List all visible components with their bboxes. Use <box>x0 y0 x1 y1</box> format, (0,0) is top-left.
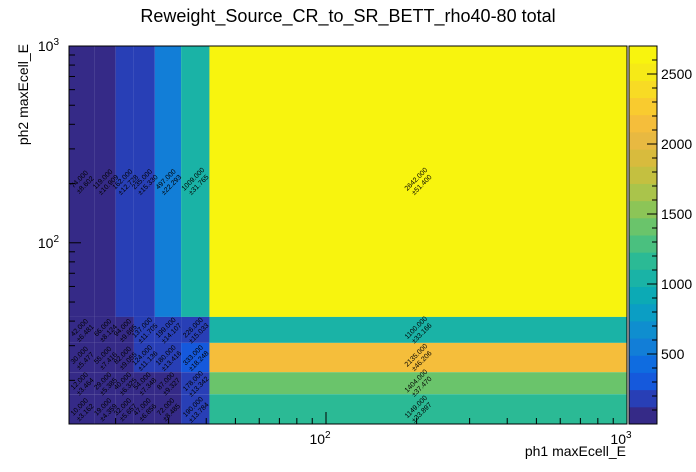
heatmap-cell <box>154 342 182 373</box>
colorbar-segment <box>629 269 657 288</box>
heatmap-cell <box>154 394 182 424</box>
heatmap-cell <box>154 372 182 395</box>
heatmap-cell <box>133 46 155 317</box>
heatmap-cells <box>69 46 627 424</box>
heatmap-cell <box>181 342 210 373</box>
colorbar-segment <box>629 149 657 167</box>
colorbar-segment <box>629 183 657 202</box>
colorbar-segment <box>629 338 657 356</box>
colorbar-segment <box>629 200 657 219</box>
heatmap-cell <box>181 372 210 395</box>
colorbar-segment <box>629 217 657 236</box>
colorbar-tick-label: 1000 <box>661 276 692 292</box>
heatmap-cell <box>209 316 627 343</box>
x-axis-label: ph1 maxEcell_E <box>525 443 626 459</box>
colorbar-segment <box>629 46 657 64</box>
colorbar-segment <box>629 131 657 150</box>
heatmap-cell <box>209 342 627 373</box>
plot-frame <box>68 45 628 425</box>
heatmap-cell <box>69 394 95 424</box>
colorbar-segment <box>629 97 657 116</box>
heatmap-cell <box>209 372 627 395</box>
heatmap-cell <box>115 342 134 373</box>
colorbar: 500 1000 1500 2000 2500 <box>628 45 692 425</box>
colorbar-segment <box>629 114 657 133</box>
heatmap-cell <box>181 46 210 317</box>
y-axis-label: ph2 maxEcell_E <box>15 44 31 145</box>
heatmap-cell <box>69 46 95 317</box>
colorbar-segment <box>629 286 657 305</box>
heatmap-cell <box>133 342 155 373</box>
heatmap-cell <box>94 372 116 395</box>
heatmap-cell <box>133 394 155 424</box>
colorbar-segment <box>629 355 657 373</box>
colorbar-segment <box>629 80 657 99</box>
heatmap-cell <box>181 394 210 424</box>
heatmap-cell <box>154 46 182 317</box>
colorbar-segment <box>629 252 657 270</box>
heatmap-cell <box>69 372 95 395</box>
colorbar-segment <box>629 235 657 253</box>
heatmap-cell <box>115 46 134 317</box>
heatmap-cell <box>154 316 182 343</box>
heatmap-cell <box>115 394 134 424</box>
heatmap-cell <box>115 316 134 343</box>
colorbar-segment <box>629 372 657 391</box>
colorbar-tick-label: 2500 <box>661 66 692 82</box>
heatmap-cell <box>94 342 116 373</box>
heatmap-cell <box>209 46 627 317</box>
heatmap-cell <box>94 394 116 424</box>
x-tick-label: 102 <box>309 430 331 447</box>
colorbar-segment <box>629 320 657 339</box>
heatmap-cell <box>94 46 116 317</box>
chart-title: Reweight_Source_CR_to_SR_BETT_rho40-80 t… <box>140 6 556 26</box>
y-tick-label: 103 <box>38 37 60 54</box>
colorbar-frame <box>628 45 658 425</box>
heatmap-cell <box>115 372 134 395</box>
colorbar-segment <box>629 406 657 425</box>
colorbar-tick-label: 500 <box>661 346 685 362</box>
colorbar-segment <box>629 166 657 184</box>
heatmap-cell <box>133 316 155 343</box>
y-tick-label: 102 <box>38 234 60 251</box>
heatmap-cell <box>94 316 116 343</box>
colorbar-segment <box>629 389 657 408</box>
colorbar-tick-label: 1500 <box>661 206 692 222</box>
heatmap-cell <box>181 316 210 343</box>
colorbar-tick-label: 2000 <box>661 136 692 152</box>
heatmap-cell <box>133 372 155 395</box>
heatmap-cell <box>69 342 95 373</box>
colorbar-segment <box>629 63 657 81</box>
colorbar-segment <box>629 303 657 322</box>
